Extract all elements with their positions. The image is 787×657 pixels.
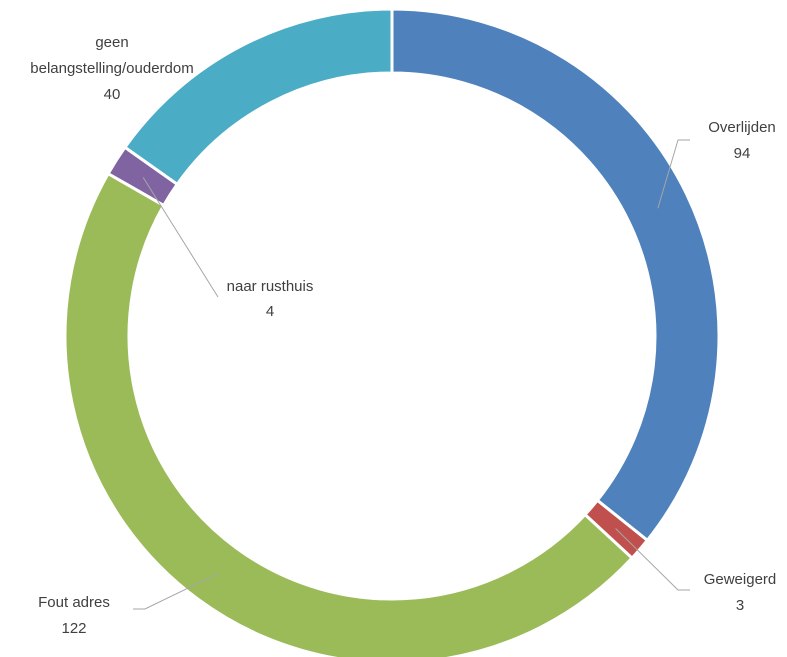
data-label-naar-rusthuis: naar rusthuis 4 xyxy=(227,278,314,320)
label-name: Overlijden xyxy=(708,119,776,136)
leader-line-fout-adres xyxy=(133,573,218,610)
leader-line-geweigerd xyxy=(615,528,690,591)
data-label-geweigerd: Geweigerd 3 xyxy=(704,571,777,614)
label-name: Fout adres xyxy=(38,594,110,611)
leader-lines xyxy=(133,139,690,610)
data-label-fout-adres: Fout adres 122 xyxy=(38,594,110,637)
label-name: naar rusthuis xyxy=(227,278,314,295)
label-name-line-1: geen xyxy=(95,34,128,51)
slice-fout-adres xyxy=(63,171,635,657)
slice-geen-belangstelling-ouderdom xyxy=(122,7,394,187)
doughnut-slices xyxy=(63,7,721,657)
leader-line-naar-rusthuis xyxy=(142,177,219,298)
leader-line-overlijden xyxy=(657,139,690,209)
data-label-geen-belangstelling: geen belangstelling/ouderdom 40 xyxy=(30,34,193,103)
label-value: 3 xyxy=(736,597,744,614)
label-name: Geweigerd xyxy=(704,571,777,588)
data-label-overlijden: Overlijden 94 xyxy=(708,119,776,162)
label-value: 94 xyxy=(734,145,751,162)
label-value: 122 xyxy=(61,620,86,637)
label-value: 40 xyxy=(104,86,121,103)
label-name-line-2: belangstelling/ouderdom xyxy=(30,60,193,77)
label-value: 4 xyxy=(266,303,274,320)
slice-overlijden xyxy=(390,7,721,543)
